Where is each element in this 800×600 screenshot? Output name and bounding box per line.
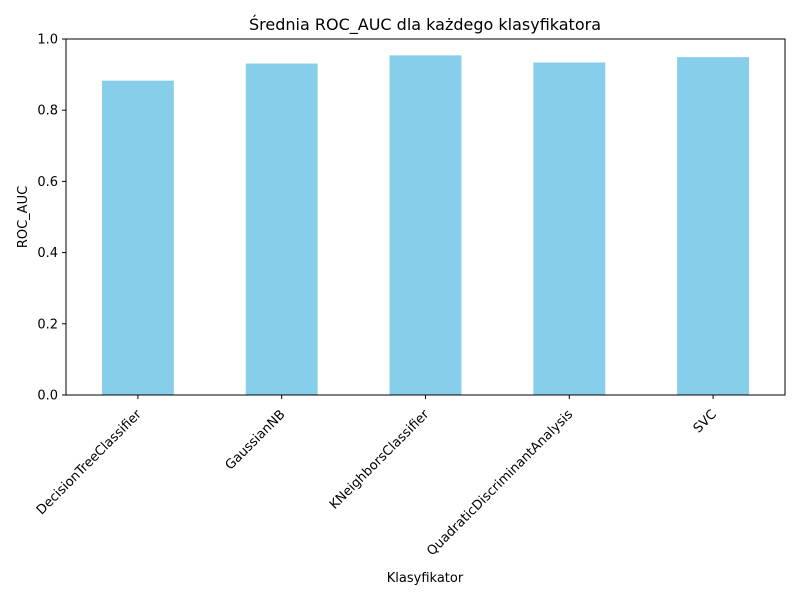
bar-gaussian-nb	[246, 64, 318, 395]
y-tick-label: 1.0	[37, 33, 58, 48]
x-tick-label: GaussianNB	[223, 407, 289, 473]
x-tick-label: SVC	[691, 407, 720, 436]
y-tick-label: 0.6	[37, 175, 58, 190]
x-tick-label: KNeighborsClassifier	[327, 407, 433, 513]
bar-decision-tree-classifier	[102, 81, 174, 395]
y-tick-label: 0.4	[37, 246, 58, 261]
chart-title: Średnia ROC_AUC dla każdego klasyfikator…	[249, 15, 601, 35]
y-axis-label: ROC_AUC	[16, 186, 31, 248]
x-axis-label: Klasyfikator	[387, 571, 464, 586]
x-tick-label: DecisionTreeClassifier	[34, 407, 145, 518]
bars-layer	[102, 55, 749, 395]
y-tick-label: 0.0	[37, 389, 58, 404]
bar-quadratic-discriminant-analysis	[533, 63, 605, 396]
y-tick-label: 0.2	[37, 317, 58, 332]
y-tick-label: 0.8	[37, 104, 58, 119]
bar-svc	[677, 57, 749, 395]
bar-kneighbors-classifier	[390, 55, 462, 395]
x-tick-label: QuadraticDiscriminantAnalysis	[424, 407, 576, 559]
